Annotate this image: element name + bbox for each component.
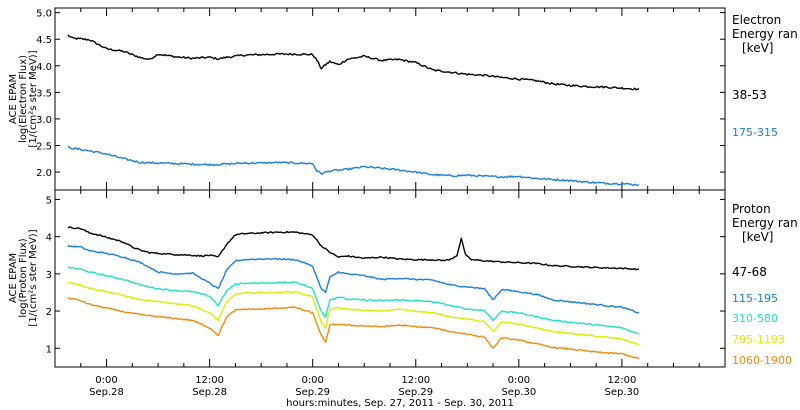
electron-ytick-label: 4.0: [36, 62, 52, 73]
x-tick-time: 0:00: [95, 375, 117, 386]
electron-series-line: [67, 145, 640, 186]
proton-legend-item-3: 310-580: [732, 312, 778, 325]
proton-series-2: [67, 244, 640, 314]
proton-ytick-label: 2: [46, 307, 52, 318]
x-tick-date: Sep.30: [501, 387, 536, 398]
proton-series-line: [67, 244, 640, 314]
proton-ytick-label: 3: [46, 270, 52, 281]
electron-series-line: [67, 34, 640, 91]
proton-legend-title-1: Proton: [732, 202, 771, 216]
x-axis-label: hours:minutes, Sep. 27, 2011 - Sep. 30, …: [286, 398, 514, 409]
electron-legend-title-2: Energy ran: [732, 27, 798, 41]
electron-x-ticks: [54, 8, 726, 190]
electron-legend-item-1: 38-53: [732, 88, 767, 102]
electron-ylabel-line-2: log(Electron Flux): [18, 55, 29, 143]
electron-legend: Electron Energy ran [keV] 38-53 175-315: [732, 13, 798, 139]
proton-legend-item-2: 115-195: [732, 292, 778, 305]
electron-ytick-label: 2.0: [36, 168, 52, 179]
proton-legend-item-5: 1060-1900: [732, 354, 792, 367]
electron-ytick-label: 3.5: [36, 88, 52, 99]
proton-legend: Proton Energy ran [keV] 47-68 115-195 31…: [732, 202, 798, 367]
proton-y-axis-label: ACE EPAM log(Proton Flux) [1/(cm²s ster …: [8, 229, 39, 326]
x-tick-date: Sep.30: [605, 387, 640, 398]
x-tick-time: 12:00: [401, 375, 430, 386]
proton-series-5: [67, 297, 640, 360]
x-tick-time: 12:00: [608, 375, 637, 386]
electron-legend-title-1: Electron: [732, 13, 781, 27]
proton-ytick-label: 5: [46, 195, 52, 206]
electron-ylabel-line-3: [1/(cm²s ster MeV)]: [28, 50, 39, 147]
proton-series-line: [67, 297, 640, 360]
electron-series-1: [67, 34, 640, 91]
electron-ytick-label: 4.5: [36, 35, 52, 46]
electron-y-ticks: 2.0 2.5 3.0 3.5 4.0 4.5 5.0: [36, 9, 725, 179]
electron-series-2: [67, 145, 640, 186]
electron-panel: ACE EPAM log(Electron Flux) [1/(cm²s ste…: [8, 7, 798, 191]
electron-legend-title-3: [keV]: [742, 41, 773, 55]
x-tick-labels: 0:00Sep.2812:00Sep.280:00Sep.2912:00Sep.…: [89, 375, 639, 398]
proton-ytick-label: 1: [46, 344, 52, 355]
proton-series-4: [67, 281, 640, 346]
electron-ytick-label: 2.5: [36, 141, 52, 152]
x-tick-date: Sep.29: [398, 387, 433, 398]
x-tick-date: Sep.28: [89, 387, 124, 398]
proton-ytick-label: 4: [46, 233, 52, 244]
x-tick-date: Sep.28: [192, 387, 227, 398]
x-tick-date: Sep.29: [295, 387, 330, 398]
x-tick-time: 0:00: [508, 375, 530, 386]
proton-panel: ACE EPAM log(Proton Flux) [1/(cm²s ster …: [8, 189, 798, 368]
proton-ylabel-line-3: [1/(cm²s ster MeV)]: [28, 229, 39, 326]
electron-ylabel-line-1: ACE EPAM: [8, 74, 19, 124]
proton-series-line: [67, 266, 640, 335]
proton-y-ticks: 1 2 3 4 5: [46, 195, 725, 355]
electron-legend-item-2: 175-315: [732, 126, 778, 139]
electron-ytick-label: 5.0: [36, 9, 52, 20]
electron-series: [67, 34, 640, 186]
proton-series-line: [67, 281, 640, 346]
proton-series-3: [67, 266, 640, 335]
electron-ytick-label: 3.0: [36, 115, 52, 126]
electron-y-axis-label: ACE EPAM log(Electron Flux) [1/(cm²s ste…: [8, 50, 39, 147]
proton-legend-title-3: [keV]: [742, 230, 773, 244]
proton-legend-title-2: Energy ran: [732, 216, 798, 230]
proton-ylabel-line-2: log(Proton Flux): [18, 238, 29, 317]
proton-series-line: [67, 226, 640, 271]
proton-ylabel-line-1: ACE EPAM: [8, 253, 19, 303]
x-tick-time: 12:00: [195, 375, 224, 386]
x-tick-time: 0:00: [301, 375, 323, 386]
proton-legend-item-1: 47-68: [732, 265, 767, 279]
proton-series: [67, 226, 640, 360]
proton-legend-item-4: 795-1193: [732, 333, 785, 346]
proton-x-ticks: [54, 190, 726, 367]
proton-series-1: [67, 226, 640, 271]
